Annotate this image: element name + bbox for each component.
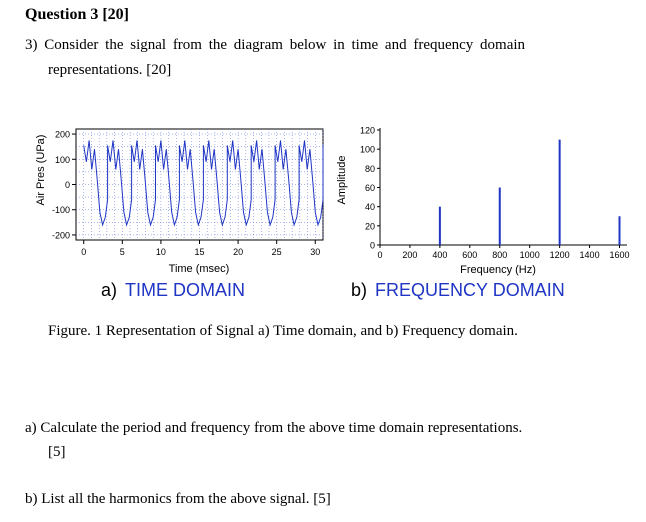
freq-xtick-label: 200 [402, 250, 417, 260]
freq-xtick-label: 1200 [550, 250, 570, 260]
freq-xtick-label: 400 [432, 250, 447, 260]
part-a-marks: [5] [48, 444, 66, 460]
subfigure-a-label: a) TIME DOMAIN [101, 280, 245, 301]
part-a-text: a) Calculate the period and frequency fr… [25, 420, 523, 436]
freq-xtick-label: 600 [462, 250, 477, 260]
freq-xtick-label: 800 [492, 250, 507, 260]
time-xtick-label: 20 [233, 247, 243, 257]
subfigure-a-title: TIME DOMAIN [125, 280, 246, 300]
freq-ytick-label: 120 [360, 126, 375, 136]
freq-ytick-label: 80 [365, 164, 375, 174]
freq-ytick-label: 60 [365, 183, 375, 193]
freq-xtick-label: 1000 [520, 250, 540, 260]
subfigure-a-letter: a) [101, 280, 118, 300]
freq-y-axis-label: Amplitude [336, 156, 348, 205]
time-domain-chart: 200 100 0 -100 -200 0 5 10 15 20 25 30 Air Pres (U… [35, 128, 324, 275]
freq-x-axis-label: Frequency (Hz) [460, 264, 536, 276]
figure-caption: Figure. 1 Representation of Signal a) Ti… [48, 323, 518, 339]
time-xtick-label: 0 [81, 247, 86, 257]
time-ytick-label: 100 [55, 155, 70, 165]
subfigure-b-title: FREQUENCY DOMAIN [375, 280, 565, 300]
freq-ytick-label: 20 [365, 221, 375, 231]
question-title: Question 3 [20] [25, 6, 129, 23]
time-xtick-label: 25 [272, 247, 282, 257]
time-signal-line [83, 140, 324, 227]
freq-xtick-label: 1600 [609, 250, 629, 260]
frequency-domain-chart: 0 20 40 60 80 100 120 0 200 400 600 800 1000 1200 140… [336, 126, 630, 277]
freq-xtick-label: 1400 [580, 250, 600, 260]
time-xtick-label: 30 [310, 247, 320, 257]
freq-ytick-label: 0 [370, 241, 375, 251]
freq-ytick-label: 100 [360, 145, 375, 155]
time-xtick-label: 10 [156, 247, 166, 257]
question-text-line1: 3) Consider the signal from the diagram … [25, 37, 526, 53]
question-text-line2: representations. [20] [48, 62, 172, 78]
time-ytick-label: -200 [52, 230, 70, 240]
time-ytick-label: -100 [52, 205, 70, 215]
time-xtick-label: 5 [120, 247, 125, 257]
time-ytick-label: 200 [55, 130, 70, 140]
subfigure-b-label: b) FREQUENCY DOMAIN [351, 280, 565, 301]
time-x-axis-label: Time (msec) [169, 263, 230, 275]
freq-ytick-label: 40 [365, 202, 375, 212]
time-ytick-label: 0 [65, 180, 70, 190]
time-xtick-label: 15 [194, 247, 204, 257]
freq-xtick-label: 0 [377, 250, 382, 260]
time-y-axis-label: Air Pres (UPa) [35, 135, 47, 206]
subfigure-b-letter: b) [351, 280, 368, 300]
part-b-text: b) List all the harmonics from the above… [25, 491, 331, 507]
